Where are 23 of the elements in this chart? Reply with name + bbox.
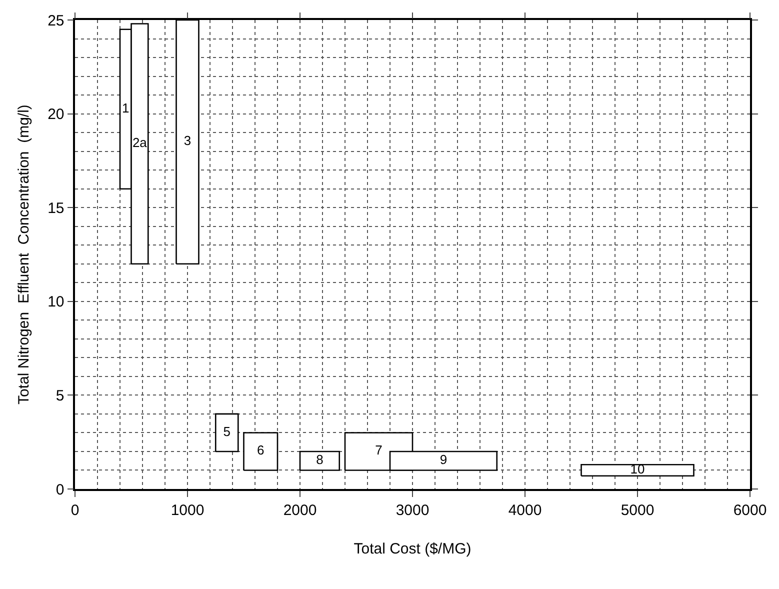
series-label: 9 [440, 452, 448, 468]
y-tick-label: 20 [48, 106, 64, 124]
x-tick-label: 6000 [733, 502, 767, 519]
x-tick-label: 1000 [170, 502, 204, 519]
x-tick-label: 4000 [508, 502, 542, 519]
series-label: 8 [316, 452, 324, 468]
series-label: 6 [257, 442, 264, 458]
y-tick-label: 25 [48, 12, 64, 30]
x-axis-title: Total Cost ($/MG) [354, 540, 472, 558]
y-axis-title: Total Nitrogen Effluent Concentration (mg/l) [15, 104, 32, 404]
series-label: 2a [132, 135, 148, 150]
y-tick-label: 0 [56, 481, 64, 498]
series-label: 5 [223, 424, 230, 439]
series-label: 1 [122, 100, 130, 116]
y-tick-label: 5 [56, 387, 64, 404]
x-tick-label: 2000 [283, 502, 317, 519]
series-label: 7 [375, 442, 382, 458]
series-label: 3 [184, 133, 192, 148]
y-tick-label: 10 [48, 294, 64, 311]
x-tick-label: 0 [70, 502, 80, 519]
x-tick-label: 5000 [620, 502, 654, 519]
y-tick-label: 15 [48, 200, 64, 217]
x-tick-label: 3000 [396, 502, 430, 519]
